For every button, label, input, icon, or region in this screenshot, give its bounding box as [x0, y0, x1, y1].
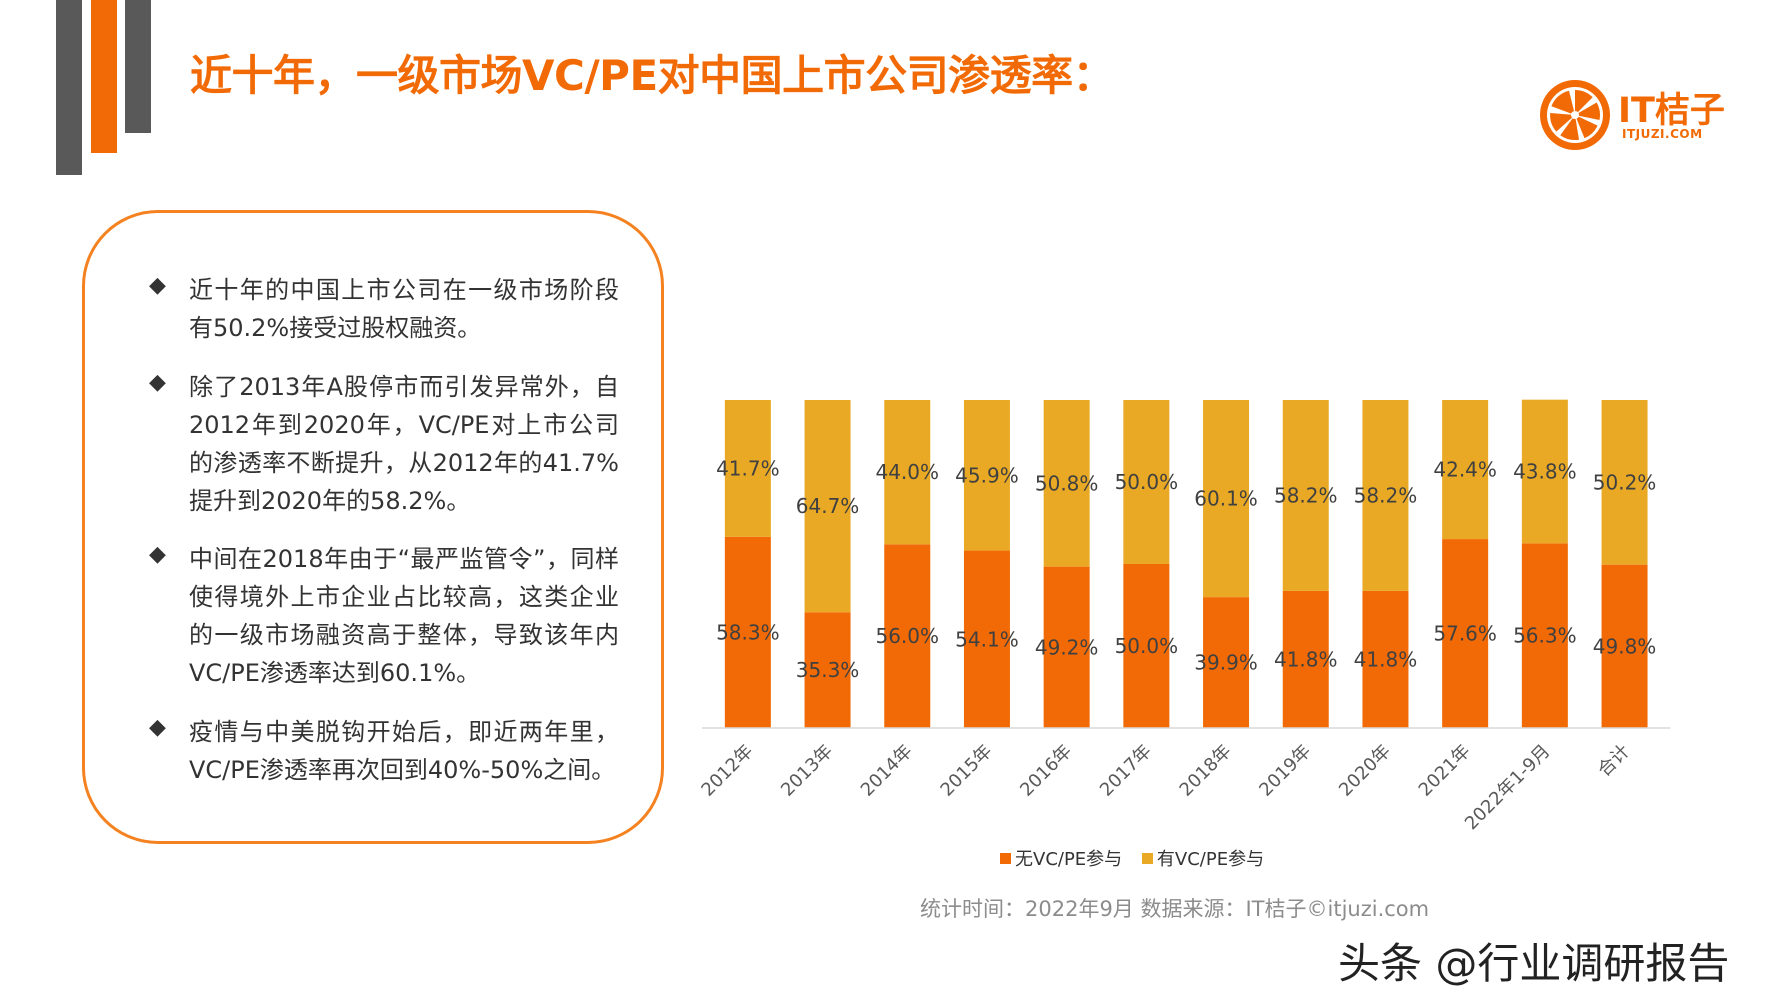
- x-tick-label: 2013年: [777, 741, 837, 801]
- brand-logo: IT桔子 ITJUZI.COM: [1538, 78, 1738, 152]
- decorative-bar: [56, 0, 82, 175]
- bar-segment: [884, 544, 931, 728]
- x-tick-label: 2015年: [937, 741, 997, 801]
- bar-segment: [1362, 400, 1409, 591]
- bar-segment: [724, 536, 771, 728]
- bar-segment: [1123, 400, 1170, 564]
- bar-segment: [963, 550, 1010, 728]
- chart-canvas: 58.3% 41.7% 2012年 35.3% 64.7% 2013年 56.0% 44.0%…: [697, 399, 1671, 834]
- data-label: 45.9%: [955, 463, 1019, 487]
- stacked-bar-chart: 58.3% 41.7% 2012年 35.3% 64.7% 2013年 56.0% 44.0%…: [680, 190, 1680, 854]
- data-label: 35.3%: [796, 658, 860, 682]
- bar-segment: [1203, 597, 1250, 728]
- bar-segment: [884, 400, 931, 545]
- data-label: 41.8%: [1354, 647, 1418, 671]
- data-label: 39.9%: [1194, 651, 1258, 675]
- bar-segment: [1442, 539, 1489, 728]
- decorative-bar: [91, 0, 117, 153]
- bar-segment: [1203, 400, 1250, 598]
- bar-segment: [804, 400, 851, 613]
- diamond-bullet-icon: ◆: [149, 715, 166, 740]
- data-label: 50.0%: [1115, 634, 1179, 658]
- legend-item-with-vcpe: 有VC/PE参与: [1141, 849, 1265, 870]
- legend-label: 有VC/PE参与: [1156, 849, 1265, 870]
- data-label: 56.0%: [875, 624, 939, 648]
- bar-segment: [1282, 400, 1329, 591]
- x-tick-label: 2018年: [1176, 741, 1236, 801]
- bullet-item: ◆ 近十年的中国上市公司在一级市场阶段有50.2%接受过股权融资。: [149, 271, 619, 347]
- data-label: 50.2%: [1593, 470, 1657, 494]
- x-tick-label: 2014年: [857, 741, 917, 801]
- data-label: 42.4%: [1433, 458, 1497, 482]
- data-label: 64.7%: [796, 494, 860, 518]
- x-tick-label: 合计: [1594, 741, 1634, 781]
- bar-segment: [963, 400, 1010, 551]
- data-label: 56.3%: [1513, 624, 1577, 648]
- page-title: 近十年，一级市场VC/PE对中国上市公司渗透率：: [190, 51, 1115, 100]
- data-label: 50.8%: [1035, 471, 1099, 495]
- bullet-item: ◆ 疫情与中美脱钩开始后，即近两年里，VC/PE渗透率再次回到40%-50%之间…: [149, 713, 619, 789]
- legend-swatch: [1000, 853, 1011, 864]
- diamond-bullet-icon: ◆: [149, 370, 166, 395]
- bar-segment: [1521, 399, 1568, 544]
- bar-segment: [1442, 400, 1489, 540]
- bar-segment: [1601, 400, 1648, 565]
- data-label: 54.1%: [955, 627, 1019, 651]
- data-label: 41.8%: [1274, 647, 1338, 671]
- legend-swatch: [1141, 853, 1153, 864]
- x-tick-label: 2020年: [1335, 741, 1395, 801]
- x-tick-label: 2016年: [1016, 741, 1076, 801]
- decorative-bar: [125, 0, 151, 133]
- data-label: 49.2%: [1035, 635, 1099, 659]
- bullet-item: ◆ 除了2013年A股停市而引发异常外，自2012年到2020年，VC/PE对上…: [149, 368, 619, 520]
- bar-segment: [1521, 543, 1568, 728]
- chart-legend: 无VC/PE参与 有VC/PE参与: [1000, 845, 1278, 871]
- data-label: 57.6%: [1433, 622, 1497, 646]
- data-label: 49.8%: [1593, 634, 1657, 658]
- x-tick-label: 2021年: [1415, 741, 1475, 801]
- legend-item-no-vcpe: 无VC/PE参与: [1000, 849, 1122, 870]
- bar-segment: [1123, 564, 1170, 728]
- x-tick-label: 2022年1-9月: [1461, 741, 1554, 834]
- data-label: 50.0%: [1115, 470, 1179, 494]
- bar-segment: [1043, 400, 1090, 567]
- x-tick-label: 2012年: [697, 741, 757, 801]
- bullet-text: 近十年的中国上市公司在一级市场阶段有50.2%接受过股权融资。: [189, 276, 619, 342]
- data-label: 43.8%: [1513, 460, 1577, 484]
- data-label: 41.7%: [716, 456, 780, 480]
- data-label: 58.2%: [1274, 483, 1338, 507]
- diamond-bullet-icon: ◆: [149, 542, 166, 567]
- bullet-item: ◆ 中间在2018年由于“最严监管令”，同样使得境外上市企业占比较高，这类企业的…: [149, 540, 619, 692]
- legend-label: 无VC/PE参与: [1015, 849, 1123, 870]
- bar-segment: [1282, 590, 1329, 728]
- bar-segment: [1043, 566, 1090, 728]
- x-tick-label: 2019年: [1255, 741, 1315, 801]
- bar-segment: [804, 612, 851, 728]
- data-label: 58.3%: [716, 620, 780, 644]
- bullet-text: 中间在2018年由于“最严监管令”，同样使得境外上市企业占比较高，这类企业的一级…: [189, 545, 619, 687]
- bullet-text: 除了2013年A股停市而引发异常外，自2012年到2020年，VC/PE对上市公…: [189, 373, 619, 515]
- orange-slice-icon: [1540, 80, 1610, 150]
- data-label: 58.2%: [1354, 483, 1418, 507]
- watermark-text: 头条 @行业调研报告: [1338, 939, 1730, 988]
- data-label: 44.0%: [875, 460, 939, 484]
- bar-segment: [1362, 590, 1409, 728]
- bullet-text: 疫情与中美脱钩开始后，即近两年里，VC/PE渗透率再次回到40%-50%之间。: [189, 718, 619, 784]
- logo-subtext: ITJUZI.COM: [1622, 127, 1703, 141]
- summary-box: ◆ 近十年的中国上市公司在一级市场阶段有50.2%接受过股权融资。 ◆ 除了20…: [82, 210, 664, 844]
- bar-segment: [1601, 564, 1648, 728]
- data-label: 60.1%: [1194, 487, 1258, 511]
- x-tick-label: 2017年: [1096, 741, 1156, 801]
- diamond-bullet-icon: ◆: [149, 273, 166, 298]
- source-note: 统计时间：2022年9月 数据来源：IT桔子©itjuzi.com: [920, 897, 1430, 921]
- bar-segment: [724, 400, 771, 537]
- logo-text: IT桔子: [1618, 91, 1725, 131]
